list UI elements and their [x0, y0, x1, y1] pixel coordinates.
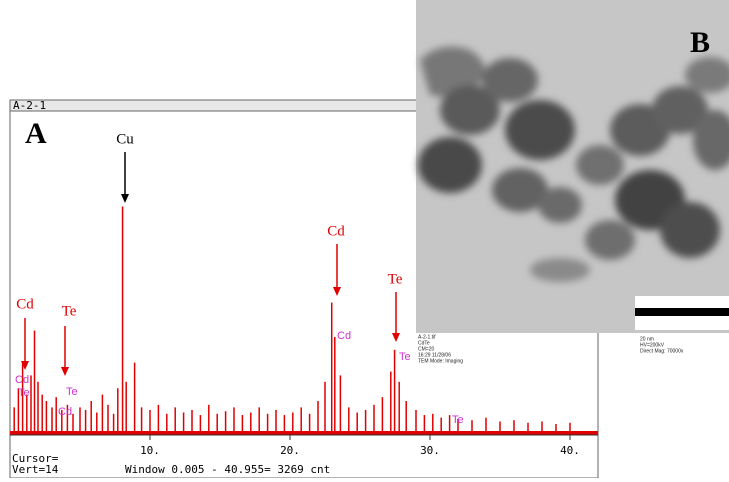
peak-label: Cd	[16, 296, 34, 312]
panel-label: A	[25, 117, 47, 150]
element-mark: Cd	[337, 330, 351, 342]
element-mark: Te	[18, 387, 30, 399]
element-mark: Cd	[15, 374, 29, 386]
page: A-2-1 A 10. 20. 30. 40. Cu Cd Te Cd Te Cd T…	[0, 0, 729, 478]
peak-label: Cu	[116, 131, 134, 147]
element-mark: Te	[452, 414, 464, 426]
x-tick-label: 20.	[280, 444, 300, 457]
peak-label: Te	[62, 303, 77, 319]
element-mark: Te	[66, 386, 78, 398]
status-text: Vert=14	[12, 463, 59, 476]
peak-label: Cd	[327, 223, 345, 239]
element-mark: Cd	[58, 406, 72, 418]
status-text: Window 0.005 - 40.955= 3269 cnt	[125, 463, 330, 476]
x-tick-label: 10.	[140, 444, 160, 457]
panel-label: B	[690, 26, 710, 59]
peak-label: Te	[388, 271, 403, 287]
element-mark: Te	[399, 351, 411, 363]
info-text: TEM Mode: Imaging	[418, 358, 463, 364]
scale-bar	[635, 308, 729, 316]
window-title: A-2-1	[13, 99, 46, 112]
x-tick-label: 30.	[420, 444, 440, 457]
figure: A-2-1 A 10. 20. 30. 40. Cu Cd Te Cd Te Cd T…	[0, 0, 729, 478]
x-tick-label: 40.	[560, 444, 580, 457]
info-text: Direct Mag: 70000x	[640, 348, 684, 354]
